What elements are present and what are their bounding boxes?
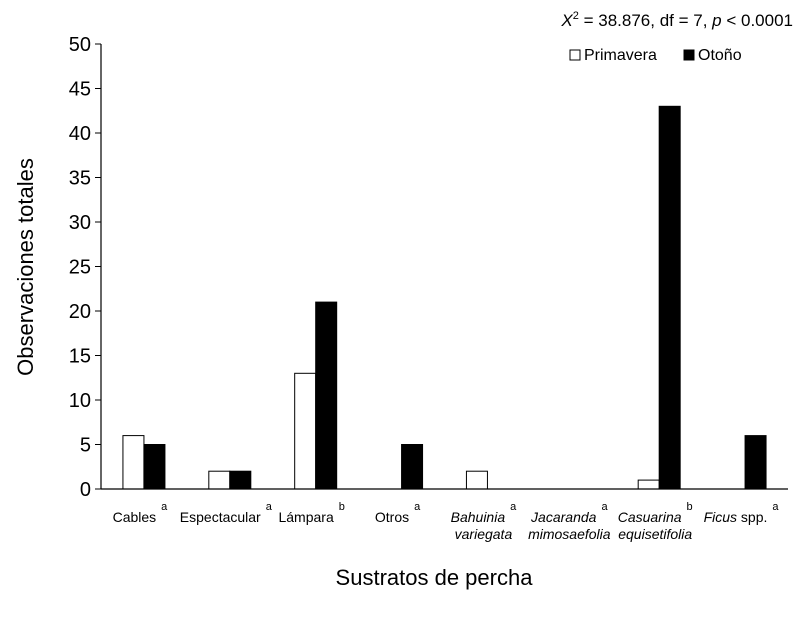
bar-otono-6 — [658, 105, 681, 490]
axes — [100, 44, 788, 490]
y-tick-label: 15 — [69, 346, 91, 368]
y-tick-label: 25 — [69, 257, 91, 279]
p-symbol: p — [711, 11, 721, 30]
bar-primavera-4 — [465, 470, 488, 490]
chi-exponent: 2 — [573, 10, 579, 22]
x-tick-label: Ficus spp.a — [704, 501, 780, 525]
x-tick-label-line2: variegata — [455, 526, 513, 542]
x-tick-label-line2: equisetifolia — [618, 526, 692, 542]
y-tick-label: 50 — [69, 34, 91, 56]
y-axis: 0 5 10 15 20 25 30 35 40 45 50 — [69, 34, 101, 501]
x-tick-label: Casuarinab — [618, 501, 693, 525]
bar-primavera-6 — [637, 479, 660, 490]
chi-square-annotation: X2 = 38.876, df = 7, p < 0.0001 — [560, 10, 793, 30]
legend: Primavera Otoño — [569, 47, 742, 64]
stat-text-a: = 38.876, df = 7, — [579, 11, 712, 30]
bar-otono-2 — [315, 301, 338, 490]
bar-primavera-0 — [122, 435, 145, 490]
bar-primavera-2 — [294, 372, 317, 490]
y-axis-title: Observaciones totales — [13, 158, 38, 376]
y-tick-label: 0 — [80, 479, 91, 501]
x-tick-label: Espectaculara — [180, 501, 273, 525]
bar-primavera-1 — [208, 470, 231, 490]
y-tick-label: 35 — [69, 168, 91, 190]
x-tick-label: Otrosa — [375, 501, 421, 525]
legend-label-otono: Otoño — [698, 47, 742, 64]
y-tick-label: 10 — [69, 390, 91, 412]
legend-label-primavera: Primavera — [584, 47, 657, 64]
bars — [122, 105, 767, 490]
x-tick-label: Bahuiniaa — [451, 501, 518, 525]
stat-text-b: < 0.0001 — [722, 11, 793, 30]
x-tick-label: Jacarandaa — [530, 501, 608, 525]
chi-symbol: X — [560, 11, 573, 30]
bar-otono-1 — [229, 470, 252, 490]
bar-otono-3 — [401, 444, 424, 490]
x-tick-label: Cablesa — [113, 501, 169, 525]
y-tick-label: 20 — [69, 301, 91, 323]
bar-otono-7 — [744, 435, 767, 490]
bar-otono-0 — [143, 444, 166, 490]
y-tick-label: 40 — [69, 123, 91, 145]
x-tick-label-line2: mimosaefolia — [528, 526, 611, 542]
x-tick-label: Lámparab — [278, 501, 344, 525]
legend-swatch-otono — [683, 49, 695, 61]
y-tick-label: 30 — [69, 212, 91, 234]
y-tick-label: 5 — [80, 435, 91, 457]
y-tick-label: 45 — [69, 79, 91, 101]
legend-swatch-primavera — [569, 49, 581, 61]
x-axis-title: Sustratos de percha — [336, 565, 534, 590]
